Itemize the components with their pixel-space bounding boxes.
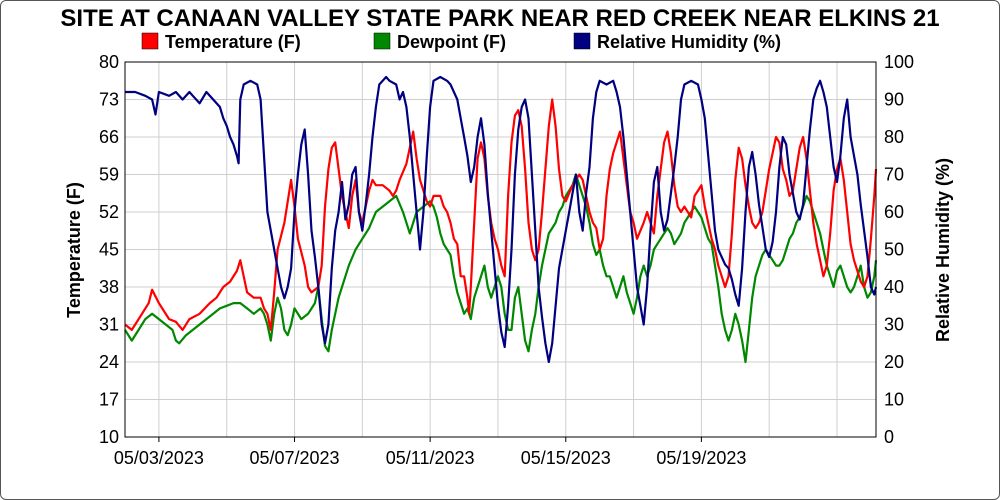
y-right-tick-label: 60 (884, 202, 904, 222)
y-right-tick-label: 90 (884, 90, 904, 110)
y-left-tick-label: 45 (99, 240, 119, 260)
y-right-tick-label: 0 (884, 427, 894, 447)
x-tick-label: 05/11/2023 (386, 448, 475, 468)
y-right-tick-label: 70 (884, 165, 904, 185)
y-right-tick-label: 20 (884, 352, 904, 372)
x-tick-label: 05/19/2023 (656, 448, 746, 468)
y-left-tick-label: 66 (99, 127, 119, 147)
legend-label-humidity: Relative Humidity (%) (597, 32, 781, 52)
y-right-tick-label: 100 (884, 52, 914, 72)
y-left-tick-label: 10 (99, 427, 119, 447)
series-humidity-line (125, 75, 878, 364)
x-tick-label: 05/03/2023 (114, 448, 204, 468)
y-left-tick-label: 31 (99, 315, 119, 335)
y-right-tick-label: 80 (884, 127, 904, 147)
legend-label-temperature: Temperature (F) (165, 32, 301, 52)
y-axis-right-title: Relative Humidity (%) (933, 158, 953, 342)
y-left-tick-label: 59 (99, 165, 119, 185)
y-left-tick-label: 80 (99, 52, 119, 72)
y-right-tick-label: 10 (884, 390, 904, 410)
series-temperature-line (124, 98, 878, 331)
chart-title: SITE AT CANAAN VALLEY STATE PARK NEAR RE… (60, 5, 939, 32)
legend-swatch-humidity (573, 32, 591, 50)
y-right-tick-label: 40 (884, 277, 904, 297)
plot-area (124, 61, 877, 438)
x-tick-label: 05/07/2023 (249, 448, 339, 468)
series-dewpoint-line (124, 173, 878, 364)
x-tick-label: 05/15/2023 (521, 448, 611, 468)
legend-swatch-dewpoint (373, 32, 391, 50)
y-left-tick-label: 17 (99, 390, 119, 410)
y-axis-left-title: Temperature (F) (64, 182, 84, 318)
y-left-tick-label: 24 (99, 352, 119, 372)
y-right-tick-label: 50 (884, 240, 904, 260)
series-group (124, 75, 878, 364)
y-left-tick-label: 73 (99, 90, 119, 110)
grid (125, 61, 876, 438)
y-left-tick-label: 52 (99, 202, 119, 222)
ticks: 8073665952453831241710100908070605040302… (99, 52, 914, 468)
legend-label-dewpoint: Dewpoint (F) (397, 32, 506, 52)
y-left-tick-label: 38 (99, 277, 119, 297)
legend-swatch-temperature (141, 32, 159, 50)
y-right-tick-label: 30 (884, 315, 904, 335)
legend: Temperature (F) Dewpoint (F) Relative Hu… (141, 32, 781, 52)
